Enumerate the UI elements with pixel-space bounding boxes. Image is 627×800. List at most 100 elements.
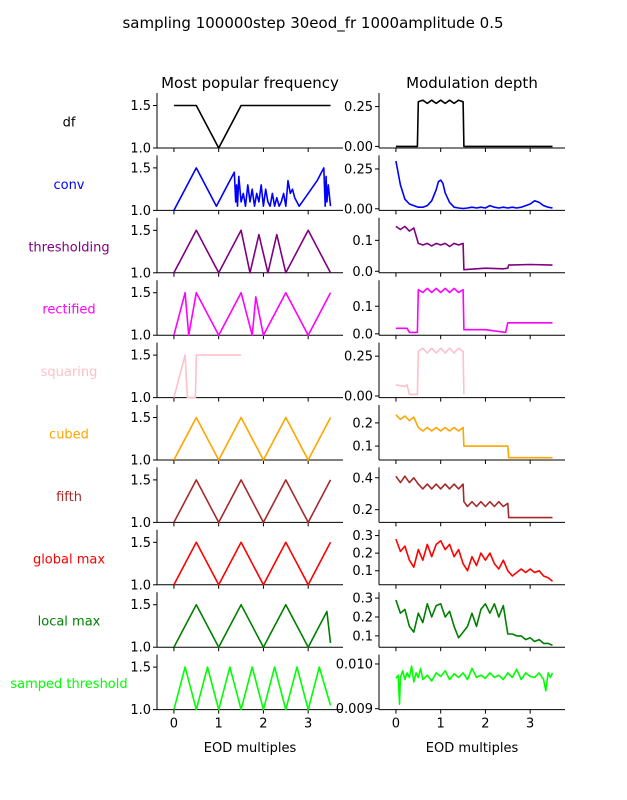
x-tick-label: 2 <box>259 717 267 732</box>
subplot-row-fifth-modulation: 0.2 0.4 <box>352 467 565 527</box>
series-line-row-df-frequency <box>173 104 331 149</box>
row-label-df: df <box>63 116 76 131</box>
series-line-row-conv-frequency <box>173 167 332 211</box>
subplot-row-global-max-frequency: global max 1.0 1.5 <box>33 529 343 593</box>
subplot-row-fifth-frequency: fifth 1.0 1.5 <box>56 467 343 531</box>
y-tick-label: 0.2 <box>352 503 373 518</box>
series-line-row-global-max-modulation <box>395 538 553 582</box>
series-line-row-local-max-modulation <box>395 599 553 647</box>
column-title-modulation: Modulation depth <box>406 74 538 92</box>
row-label-fifth: fifth <box>56 490 82 505</box>
y-tick-label: 0.1 <box>352 300 373 315</box>
x-tick-label: 1 <box>215 717 223 732</box>
series-line-row-rectified-frequency <box>173 291 332 337</box>
subplot-row-conv-modulation: 0.00 0.25 <box>344 155 565 217</box>
subplot-row-cubed-modulation: 0.1 0.2 <box>352 405 565 464</box>
series-line-row-fifth-modulation <box>395 475 553 519</box>
row-label-squaring: squaring <box>41 365 98 380</box>
row-label-cubed: cubed <box>49 428 89 443</box>
y-tick-label: 1.5 <box>130 224 151 239</box>
y-tick-label: 1.0 <box>130 578 151 593</box>
y-tick-label: 0.3 <box>352 529 373 544</box>
y-tick-label: 1.5 <box>130 536 151 551</box>
subplot-row-rectified-modulation: 0.0 0.1 <box>352 280 565 342</box>
series-line-row-cubed-frequency <box>173 416 332 461</box>
subplot-row-df-modulation: 0.00 0.25 <box>344 93 565 155</box>
y-tick-label: 1.0 <box>130 516 151 531</box>
y-tick-label: 1.0 <box>130 204 151 219</box>
series-line-row-samped-threshold-modulation <box>395 665 554 706</box>
y-tick-label: 0.010 <box>336 657 373 672</box>
y-tick-label: 1.0 <box>130 329 151 344</box>
y-tick-label: 0.00 <box>344 140 373 155</box>
y-tick-label: 0.25 <box>344 100 373 115</box>
y-tick-label: 0.3 <box>352 592 373 607</box>
x-tick-label: 0 <box>392 717 400 732</box>
y-tick-label: 1.0 <box>130 391 151 406</box>
row-label-global-max: global max <box>33 552 105 567</box>
figure-suptitle: sampling 100000step 30eod_fr 1000amplitu… <box>122 14 503 33</box>
series-line-row-rectified-modulation <box>395 287 553 334</box>
subplot-row-local-max-modulation: 0.1 0.2 0.3 <box>352 592 565 652</box>
subplot-row-thresholding-frequency: thresholding 1.0 1.5 <box>28 217 343 281</box>
subplot-row-samped-threshold-modulation: 0.009 0.010 0 1 2 3 <box>336 654 565 732</box>
y-tick-label: 0.25 <box>344 350 373 365</box>
y-tick-label: 0.25 <box>344 162 373 177</box>
series-line-row-squaring-modulation <box>395 347 465 396</box>
y-tick-label: 0.1 <box>352 440 373 455</box>
y-tick-label: 0.0 <box>352 327 373 342</box>
subplot-row-cubed-frequency: cubed 1.0 1.5 <box>49 405 343 469</box>
x-axis-label-frequency: EOD multiples <box>204 741 297 756</box>
y-tick-label: 1.5 <box>130 411 151 426</box>
row-label-rectified: rectified <box>42 303 95 318</box>
series-line-row-local-max-frequency <box>173 603 332 649</box>
y-tick-label: 0.1 <box>352 564 373 579</box>
y-tick-label: 0.2 <box>352 610 373 625</box>
row-label-thresholding: thresholding <box>28 240 109 255</box>
subplot-row-thresholding-modulation: 0.0 0.1 <box>352 217 565 280</box>
y-tick-label: 1.0 <box>130 142 151 157</box>
series-line-row-global-max-frequency <box>173 541 332 586</box>
y-tick-label: 0.00 <box>344 390 373 405</box>
series-line-row-cubed-modulation <box>395 414 553 459</box>
subplot-row-squaring-frequency: squaring 1.0 1.5 <box>41 342 343 406</box>
y-tick-label: 1.5 <box>130 661 151 676</box>
series-line-row-squaring-frequency <box>173 354 242 399</box>
series-line-row-samped-threshold-frequency <box>173 666 332 711</box>
y-tick-label: 0.1 <box>352 234 373 249</box>
series-line-row-thresholding-frequency <box>173 229 332 274</box>
y-tick-label: 1.0 <box>130 703 151 718</box>
x-tick-label: 2 <box>481 717 489 732</box>
row-label-conv: conv <box>53 178 84 193</box>
x-tick-label: 3 <box>304 717 312 732</box>
y-tick-label: 0.4 <box>352 471 373 486</box>
subplot-row-squaring-modulation: 0.00 0.25 <box>344 342 565 405</box>
y-tick-label: 1.5 <box>130 598 151 613</box>
subplot-row-local-max-frequency: local max 1.0 1.5 <box>38 592 343 656</box>
series-line-row-fifth-frequency <box>173 479 332 524</box>
y-tick-label: 1.0 <box>130 641 151 656</box>
series-line-row-conv-modulation <box>395 160 553 210</box>
y-tick-label: 0.0 <box>352 265 373 280</box>
subplot-row-global-max-modulation: 0.1 0.2 0.3 <box>352 529 565 589</box>
x-tick-label: 1 <box>437 717 445 732</box>
y-tick-label: 1.5 <box>130 161 151 176</box>
y-tick-label: 1.5 <box>130 99 151 114</box>
series-line-row-df-modulation <box>395 99 553 148</box>
y-tick-label: 1.0 <box>130 454 151 469</box>
y-tick-label: 1.5 <box>130 349 151 364</box>
row-label-local-max: local max <box>38 615 101 630</box>
subplot-row-rectified-frequency: rectified 1.0 1.5 <box>42 280 343 344</box>
subplot-grid: df1.01.50.000.25conv1.01.50.000.25thresh… <box>10 93 565 732</box>
x-tick-label: 3 <box>526 717 534 732</box>
y-tick-label: 1.0 <box>130 266 151 281</box>
subplot-row-conv-frequency: conv 1.0 1.5 <box>53 155 343 219</box>
x-tick-label: 0 <box>170 717 178 732</box>
y-tick-label: 1.5 <box>130 286 151 301</box>
x-axis-label-modulation: EOD multiples <box>426 741 519 756</box>
y-tick-label: 0.2 <box>352 416 373 431</box>
y-tick-label: 0.2 <box>352 547 373 562</box>
y-tick-label: 0.00 <box>344 202 373 217</box>
